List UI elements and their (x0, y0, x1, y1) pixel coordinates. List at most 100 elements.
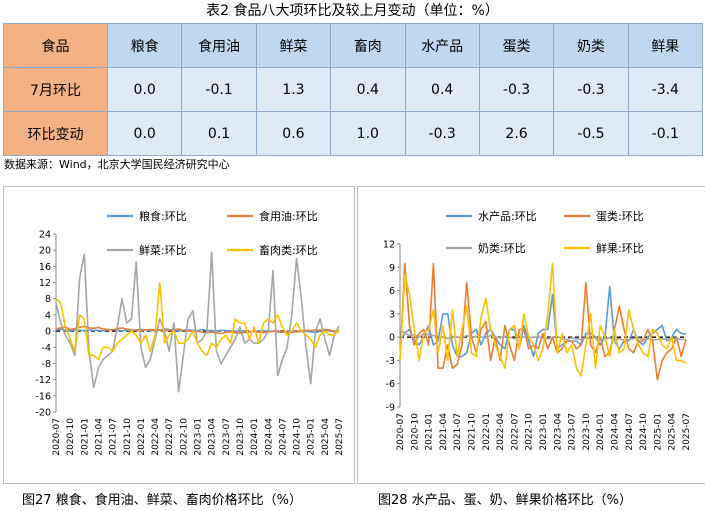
table-cell: -0.5 (553, 111, 629, 156)
x-tick-label: 2021-07 (453, 413, 463, 451)
x-tick-label: 2025-07 (682, 413, 692, 451)
series-line (399, 262, 687, 381)
table-cell: 1.0 (330, 111, 406, 156)
table-cell: -0.3 (553, 67, 629, 112)
table-header-cell: 奶类 (553, 23, 629, 68)
table-cell: -3.4 (627, 67, 704, 112)
x-tick-label: 2022-04 (496, 413, 506, 451)
x-tick-label: 2024-01 (596, 413, 606, 451)
x-tick-label: 2021-10 (123, 418, 133, 456)
series-line (399, 328, 686, 341)
x-tick-label: 2023-01 (539, 413, 549, 451)
y-tick-label: 24 (39, 230, 51, 241)
y-tick-label: -16 (35, 391, 51, 402)
x-tick-label: 2024-10 (293, 418, 303, 456)
table-cell: -0.1 (181, 67, 257, 112)
x-tick-label: 2021-10 (468, 413, 478, 451)
table-header-cell: 食用油 (181, 23, 257, 68)
y-tick-label: 3 (389, 309, 395, 320)
figure-caption-28: 图28 水产品、蛋、奶、鲜果价格环比（%） (378, 493, 633, 508)
x-tick-label: 2025-01 (653, 413, 663, 451)
x-tick-label: 2023-10 (582, 413, 592, 451)
figure-caption-27: 图27 粮食、食用油、鲜菜、畜肉价格环比（%） (22, 493, 303, 508)
food-cpi-table: 食品 粮食 食用油 鲜菜 畜肉 水产品 蛋类 奶类 鲜果 7月环比 0.0 -0… (3, 23, 704, 156)
table-cell: 2.6 (478, 111, 555, 156)
y-tick-label: 0 (45, 327, 51, 338)
series-line (399, 262, 687, 377)
y-tick-label: 0 (389, 333, 395, 344)
y-tick-label: 4 (45, 310, 51, 321)
x-tick-label: 2021-01 (80, 418, 90, 456)
x-tick-label: 2022-01 (482, 413, 492, 451)
legend-label: 粮食:环比 (139, 209, 187, 223)
chart-food-prices-2: 水产品:环比 蛋类:环比奶类:环比 鲜果:环比 -9 -6 -3 0 3 6 9 12 2020-07… (357, 186, 705, 484)
x-tick-label: 2020-07 (52, 418, 62, 456)
x-tick-label: 2021-04 (439, 413, 449, 451)
x-tick-label: 2022-07 (165, 418, 175, 456)
x-tick-label: 2024-04 (611, 413, 621, 451)
x-tick-label: 2024-07 (625, 413, 635, 451)
x-tick-label: 2023-10 (236, 418, 246, 456)
y-tick-label: -20 (35, 408, 51, 419)
x-tick-label: 2021-07 (109, 418, 119, 456)
y-tick-label: -6 (386, 379, 395, 390)
legend-label: 奶类:环比 (478, 241, 526, 255)
x-tick-label: 2022-07 (510, 413, 520, 451)
table-cell: 0.4 (404, 67, 480, 112)
x-tick-label: 2023-04 (553, 413, 563, 451)
y-tick-label: -4 (42, 343, 51, 354)
table-row: 环比变动 0.0 0.1 0.6 1.0 -0.3 2.6 -0.5 -0.1 (3, 111, 704, 156)
y-tick-label: 12 (39, 278, 51, 289)
y-tick-label: -8 (42, 359, 51, 370)
table-header-cell: 鲜菜 (255, 23, 332, 68)
table-cell: 0.1 (181, 111, 257, 156)
legend-label: 蛋类:环比 (596, 209, 644, 223)
source-note: 数据来源：Wind，北京大学国民经济研究中心 (4, 158, 230, 171)
table-header-cell: 粮食 (106, 23, 183, 68)
x-tick-label: 2022-01 (137, 418, 147, 456)
y-tick-label: 16 (39, 262, 51, 273)
x-tick-label: 2022-04 (151, 418, 161, 456)
y-tick-label: -3 (386, 356, 395, 367)
table-cell: 0.0 (106, 67, 183, 112)
table-cell: -0.3 (478, 67, 555, 112)
y-tick-label: -9 (386, 403, 395, 414)
table-cell: 1.3 (255, 67, 332, 112)
table-cell: 0.4 (330, 67, 406, 112)
table-cell: -0.3 (404, 111, 480, 156)
x-tick-label: 2023-01 (194, 418, 204, 456)
table-cell: 0.6 (255, 111, 332, 156)
y-tick-label: 8 (45, 294, 51, 305)
x-tick-label: 2024-10 (639, 413, 649, 451)
x-tick-label: 2025-04 (321, 418, 331, 456)
x-tick-label: 2020-07 (396, 413, 406, 451)
x-tick-label: 2021-01 (425, 413, 435, 451)
y-tick-label: -12 (35, 375, 51, 386)
table-header-row: 食品 粮食 食用油 鲜菜 畜肉 水产品 蛋类 奶类 鲜果 (3, 23, 704, 68)
x-tick-label: 2024-07 (278, 418, 288, 456)
x-tick-label: 2023-07 (222, 418, 232, 456)
table-header-cell: 蛋类 (478, 23, 555, 68)
legend-label: 鲜果:环比 (596, 241, 644, 255)
x-tick-label: 2020-10 (66, 418, 76, 456)
series-line (55, 281, 340, 361)
chart-food-prices-1: 粮食:环比 食用油:环比 鲜菜:环比 畜肉类:环比 -20 -16 -12 -8 -4 0 4 8 12… (3, 186, 355, 484)
y-tick-label: 9 (389, 263, 395, 274)
x-tick-label: 2024-01 (250, 418, 260, 456)
x-tick-label: 2025-04 (668, 413, 678, 451)
x-tick-label: 2025-01 (307, 418, 317, 456)
legend-label: 食用油:环比 (259, 209, 318, 223)
x-tick-label: 2021-04 (94, 418, 104, 456)
table-header-cell: 鲜果 (627, 23, 704, 68)
y-tick-label: 12 (383, 240, 395, 251)
legend-label: 水产品:环比 (478, 209, 537, 223)
x-tick-label: 2022-10 (525, 413, 535, 451)
y-tick-label: 20 (39, 246, 51, 257)
table-row-label: 7月环比 (3, 67, 108, 112)
series-line (55, 325, 340, 335)
table-cell: -0.1 (627, 111, 704, 156)
x-tick-label: 2023-07 (568, 413, 578, 451)
y-tick-label: 6 (389, 286, 395, 297)
